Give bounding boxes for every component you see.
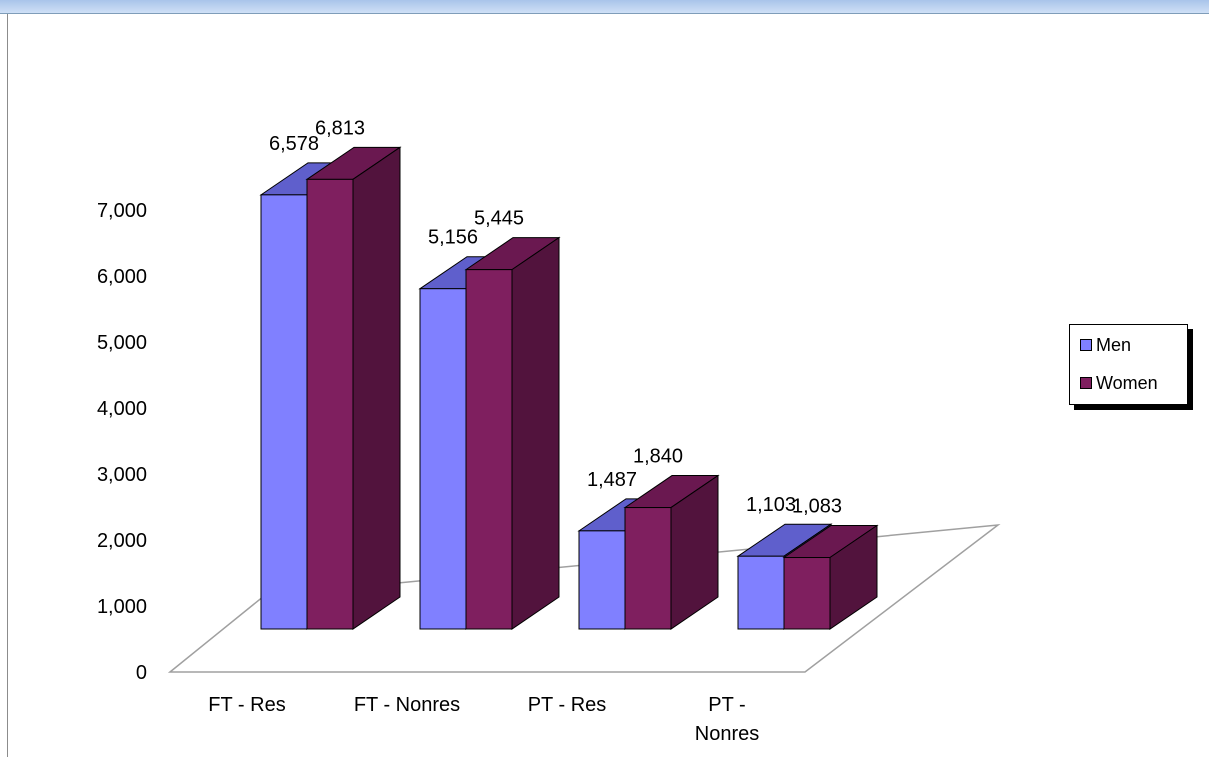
bar-women-0 [306, 178, 354, 630]
bar-men-2 [578, 530, 626, 630]
bar-men-1 [419, 288, 467, 630]
window-title-bar [0, 0, 1209, 14]
y-tick-label: 4,000 [97, 398, 147, 420]
y-tick-label: 0 [136, 662, 147, 684]
legend-label-women: Women [1096, 372, 1158, 393]
legend-swatch-women [1080, 377, 1092, 389]
x-axis: FT - Res FT - Nonres PT - Res PT -Nonres [208, 694, 759, 745]
y-tick-label: 3,000 [97, 464, 147, 486]
x-tick-label-1: FT - Nonres [354, 694, 460, 716]
legend-label-men: Men [1096, 334, 1132, 355]
legend-item-men: Men [1080, 334, 1131, 356]
bar-women-2 [624, 507, 672, 630]
bar-men-0 [260, 194, 308, 630]
bars [259, 146, 879, 630]
data-label-men-0: 6,578 [269, 133, 319, 155]
chart-frame-border [7, 14, 8, 757]
legend: Men Women [1069, 324, 1188, 405]
chart-floor [167, 523, 1001, 673]
data-label-men-1: 5,156 [428, 227, 478, 249]
y-tick-label: 2,000 [97, 530, 147, 552]
data-label-women-1: 5,445 [474, 208, 524, 230]
y-tick-label: 5,000 [97, 332, 147, 354]
y-tick-label: 1,000 [97, 596, 147, 618]
legend-item-women: Women [1080, 372, 1158, 394]
floor-plane [167, 523, 1001, 673]
legend-swatch-men [1080, 339, 1092, 351]
data-label-men-3: 1,103 [746, 494, 796, 516]
data-label-women-3: 1,083 [792, 496, 842, 518]
y-tick-label: 7,000 [97, 200, 147, 222]
y-axis: 0 1,000 2,000 3,000 4,000 5,000 6,000 7,000 [97, 200, 147, 684]
bar-women-1 [465, 269, 513, 630]
data-label-men-2: 1,487 [587, 469, 637, 491]
data-label-women-0: 6,813 [315, 117, 365, 139]
bar-side-women-1 [511, 236, 560, 630]
y-tick-label: 6,000 [97, 266, 147, 288]
bar-side-women-0 [352, 146, 401, 630]
bar-men-3 [737, 555, 785, 630]
x-tick-label-0: FT - Res [208, 694, 285, 716]
x-tick-label-3: PT -Nonres [695, 694, 759, 745]
data-label-women-2: 1,840 [633, 446, 683, 468]
bar-women-3 [783, 557, 831, 630]
x-tick-label-2: PT - Res [528, 694, 607, 716]
